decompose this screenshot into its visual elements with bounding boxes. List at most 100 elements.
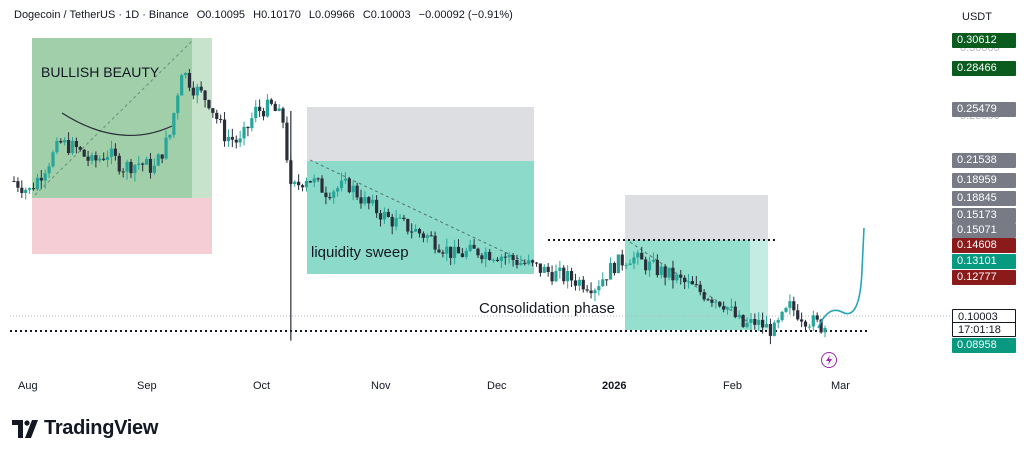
time-axis-label: Oct <box>253 380 271 392</box>
candle-body <box>437 249 441 253</box>
candle-body <box>402 217 406 219</box>
candle-body <box>558 267 562 271</box>
candle-body <box>772 322 776 336</box>
candle-body <box>491 259 496 261</box>
candle-body <box>63 140 67 143</box>
candle-body <box>199 86 203 91</box>
price-label: 0.15071 <box>952 223 1016 238</box>
candle-body <box>297 181 301 186</box>
candle-body <box>449 246 453 258</box>
candle-body <box>433 235 437 250</box>
candle-body <box>811 315 815 327</box>
price-label: 17:01:18 <box>952 322 1016 337</box>
candle-body <box>417 229 422 234</box>
candle-body <box>566 271 570 282</box>
candle-body <box>515 259 519 265</box>
candle-body <box>230 136 234 140</box>
candle-body <box>503 256 507 258</box>
candle-body <box>694 284 698 286</box>
candle-body <box>59 140 63 143</box>
candle-body <box>148 158 153 173</box>
candle-body <box>195 86 199 96</box>
candle-body <box>690 281 695 285</box>
candle-body <box>47 166 51 174</box>
tradingview-logo-icon <box>12 419 38 438</box>
candle-body <box>238 138 242 143</box>
liquidity-sweep-label: liquidity sweep <box>311 244 409 261</box>
candle-body <box>534 262 539 264</box>
candle-body <box>605 279 609 281</box>
candle-body <box>554 270 558 282</box>
candle-body <box>628 263 632 266</box>
candle-body <box>285 122 289 161</box>
candle-body <box>113 148 117 156</box>
price-label: 0.18959 <box>952 173 1016 188</box>
candle-body <box>686 281 691 283</box>
candle-body <box>636 252 640 258</box>
candle-body <box>550 272 554 282</box>
candle-body <box>82 149 86 157</box>
candle-body <box>375 199 379 214</box>
candle-body <box>90 155 94 161</box>
candle-body <box>250 118 254 129</box>
consolidation-phase-label: Consolidation phase <box>479 300 615 317</box>
bullish-beauty-label: BULLISH BEAUTY <box>41 64 160 80</box>
candle-body <box>121 171 125 173</box>
candle-body <box>464 250 468 257</box>
candle-body <box>764 323 769 328</box>
candle-body <box>20 187 24 193</box>
candle-body <box>144 158 149 165</box>
candle-body <box>523 262 527 264</box>
candle-body <box>66 140 71 154</box>
tradingview-logo: TradingView <box>12 417 158 440</box>
candle-body <box>780 311 784 321</box>
candle-body <box>511 255 515 260</box>
candle-body <box>265 99 270 117</box>
axis-unit: USDT <box>962 11 992 23</box>
candle-body <box>281 108 285 123</box>
ohlc-close: C0.10003 <box>362 9 411 21</box>
candle-body <box>254 106 258 119</box>
candle-body <box>371 199 375 204</box>
consolidation-grey-zone <box>625 195 768 240</box>
candle-body <box>519 262 523 265</box>
candle-body <box>499 256 503 262</box>
candle-body <box>484 251 488 260</box>
candle-body <box>679 274 683 278</box>
price-chart[interactable] <box>0 0 950 372</box>
candle-body <box>152 165 156 173</box>
candle-body <box>733 306 737 318</box>
candle-body <box>741 314 745 327</box>
candle-body <box>530 260 535 263</box>
candle-body <box>94 155 98 161</box>
candle-body <box>573 280 578 286</box>
projection-curve <box>817 227 865 329</box>
candle-body <box>355 185 359 198</box>
candle-body <box>176 95 180 114</box>
candle-body <box>180 75 184 96</box>
candle-body <box>589 290 593 294</box>
candle-body <box>273 103 277 112</box>
brand-name: TradingView <box>44 417 159 439</box>
candle-body <box>137 163 141 165</box>
candle-body <box>616 254 620 274</box>
candle-body <box>640 252 644 260</box>
candle-body <box>390 216 394 227</box>
time-axis-label: Dec <box>487 380 507 392</box>
candle-body <box>207 100 211 109</box>
lightning-icon[interactable] <box>821 352 837 368</box>
candle-body <box>410 231 414 233</box>
candle-body <box>488 251 492 260</box>
candle-body <box>429 235 433 237</box>
candle-body <box>351 185 355 193</box>
candle-body <box>246 126 250 129</box>
candle-body <box>191 87 195 96</box>
candle-body <box>796 310 800 320</box>
candle-body <box>655 259 659 276</box>
candle-body <box>800 319 804 322</box>
candle-body <box>367 197 371 204</box>
time-axis-label: Aug <box>18 380 38 392</box>
consolidation-teal-edge <box>750 240 768 330</box>
ohlc-low: L0.09966 <box>308 9 355 21</box>
